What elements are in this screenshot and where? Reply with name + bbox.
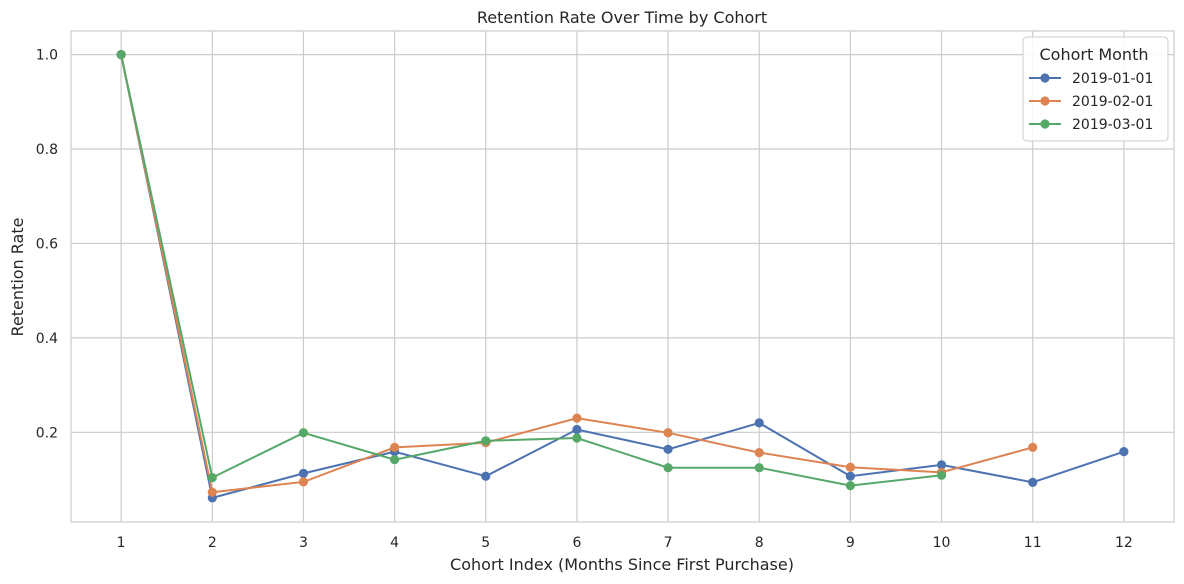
legend-label: 2019-01-01 — [1072, 71, 1153, 87]
legend-title: Cohort Month — [1040, 45, 1149, 64]
chart-title: Retention Rate Over Time by Cohort — [477, 8, 767, 27]
data-point — [572, 424, 582, 435]
data-point — [936, 470, 947, 480]
x-tick-label: 11 — [1024, 535, 1042, 551]
data-point — [572, 433, 582, 443]
x-tick-label: 12 — [1115, 535, 1133, 551]
x-tick-label: 1 — [117, 535, 126, 551]
legend-marker — [1040, 73, 1050, 83]
y-tick-label: 1.0 — [36, 48, 58, 64]
y-axis-label: Retention Rate — [8, 218, 27, 337]
legend: Cohort Month 2019-01-01 2019-02-01 2019-03… — [1022, 36, 1169, 142]
y-tick-labels: 0.2 0.4 0.6 0.8 1.0 — [36, 48, 58, 442]
legend-label: 2019-03-01 — [1072, 117, 1153, 133]
data-point — [481, 471, 491, 481]
data-point — [663, 463, 673, 473]
y-tick-label: 0.8 — [36, 142, 58, 158]
x-axis-label: Cohort Index (Months Since First Purchas… — [450, 555, 794, 574]
plot-area — [70, 30, 1175, 523]
data-point — [754, 418, 764, 428]
data-point — [481, 436, 491, 446]
data-point — [207, 487, 217, 497]
data-point — [663, 444, 673, 454]
data-point — [207, 473, 217, 483]
x-tick-label: 5 — [481, 535, 490, 551]
x-tick-label: 8 — [755, 535, 764, 551]
data-point — [116, 50, 126, 60]
data-point — [298, 468, 309, 478]
series-2019-02-01 — [116, 50, 1038, 497]
data-point — [845, 481, 855, 491]
legend-marker — [1040, 96, 1050, 106]
data-point — [390, 442, 400, 453]
data-point — [754, 463, 764, 473]
data-point — [936, 460, 947, 470]
x-tick-label: 9 — [846, 535, 855, 551]
x-tick-labels: 1 2 3 4 5 6 7 8 9 10 11 12 — [117, 535, 1133, 551]
data-point — [663, 428, 673, 438]
series-layer — [116, 50, 1129, 503]
x-tick-label: 6 — [572, 535, 581, 551]
data-point — [298, 477, 309, 487]
data-point — [298, 428, 309, 438]
legend-marker — [1040, 119, 1050, 129]
y-tick-label: 0.4 — [36, 331, 58, 347]
x-tick-label: 10 — [933, 535, 951, 551]
data-point — [1028, 477, 1038, 487]
x-tick-label: 4 — [390, 535, 399, 551]
data-point — [845, 471, 855, 481]
data-point — [1028, 442, 1038, 453]
y-tick-label: 0.2 — [36, 425, 58, 441]
x-tick-label: 7 — [664, 535, 673, 551]
data-point — [754, 447, 764, 458]
data-point — [390, 455, 400, 465]
legend-entries: 2019-01-01 2019-02-01 2019-03-01 — [1029, 71, 1153, 133]
series-2019-03-01 — [116, 50, 947, 491]
y-tick-label: 0.6 — [36, 236, 58, 252]
legend-label: 2019-02-01 — [1072, 94, 1153, 110]
x-tick-label: 2 — [208, 535, 217, 551]
legend-box — [1022, 36, 1169, 142]
x-tick-label: 3 — [299, 535, 308, 551]
data-point — [572, 413, 582, 423]
data-point — [1119, 447, 1129, 457]
series-line — [120, 54, 942, 487]
data-point — [845, 462, 855, 472]
